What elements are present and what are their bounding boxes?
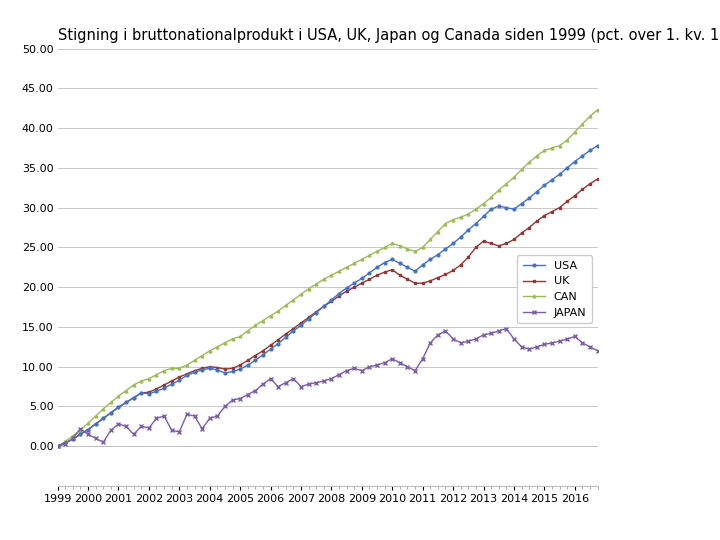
CAN	[305, 286, 313, 292]
UK	[441, 271, 450, 278]
USA	[639, 116, 647, 122]
UK	[320, 303, 328, 309]
UK	[410, 280, 419, 286]
USA	[91, 421, 100, 427]
CAN	[243, 328, 252, 334]
Text: Stigning i bruttonationalprodukt i USA, UK, Japan og Canada siden 1999 (pct. ove: Stigning i bruttonationalprodukt i USA, …	[58, 28, 720, 43]
Legend: USA, UK, CAN, JAPAN: USA, UK, CAN, JAPAN	[517, 255, 592, 323]
USA	[350, 280, 359, 286]
UK	[418, 280, 427, 286]
UK	[654, 129, 663, 136]
USA	[152, 388, 161, 395]
JAPAN	[320, 378, 328, 384]
JAPAN	[654, 323, 663, 330]
JAPAN	[585, 343, 594, 350]
JAPAN	[53, 443, 62, 449]
USA	[53, 443, 62, 449]
Line: JAPAN: JAPAN	[56, 325, 660, 448]
CAN	[91, 413, 100, 419]
UK	[53, 443, 62, 449]
CAN	[53, 443, 62, 449]
Line: UK: UK	[56, 131, 660, 448]
JAPAN	[464, 338, 472, 345]
CAN	[639, 91, 647, 98]
CAN	[472, 206, 480, 212]
Line: CAN: CAN	[56, 93, 644, 448]
Line: USA: USA	[56, 117, 644, 448]
JAPAN	[418, 355, 427, 362]
JAPAN	[639, 323, 647, 330]
USA	[472, 220, 480, 227]
JAPAN	[441, 328, 450, 334]
USA	[243, 362, 252, 368]
UK	[585, 180, 594, 187]
USA	[305, 316, 313, 322]
CAN	[350, 260, 359, 267]
CAN	[152, 372, 161, 378]
UK	[464, 254, 472, 260]
JAPAN	[410, 367, 419, 374]
